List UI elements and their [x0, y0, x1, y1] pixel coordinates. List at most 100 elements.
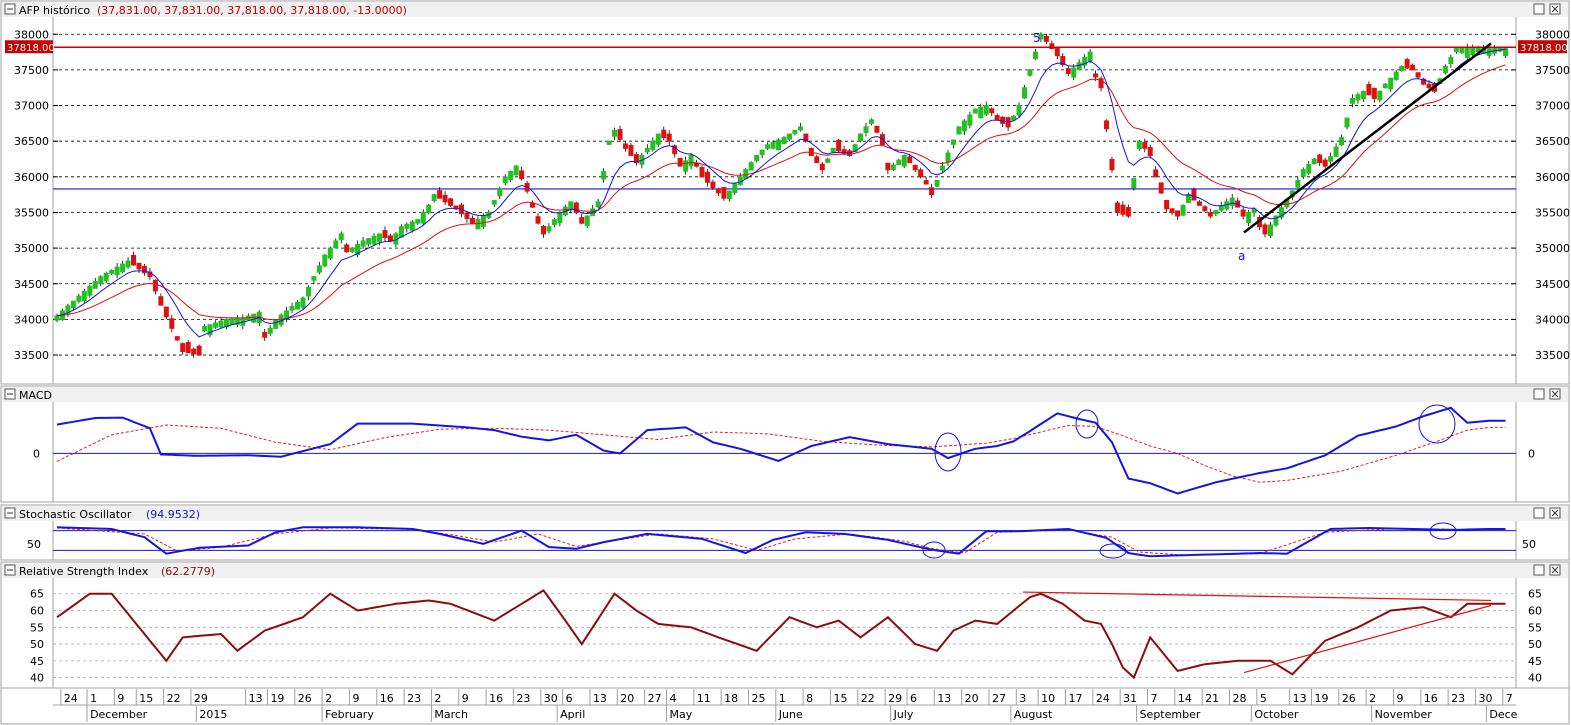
candle-up: [1393, 71, 1399, 81]
wave-label-5: 5: [1033, 31, 1041, 45]
restore-icon[interactable]: [1533, 388, 1545, 400]
y-tick-label-right: 36500: [1535, 135, 1570, 148]
candle-down: [1404, 59, 1410, 69]
stoch-tick-right: 50: [1522, 538, 1536, 551]
candle-up: [748, 162, 754, 171]
candle-down: [803, 133, 809, 142]
candle-down: [262, 331, 268, 338]
candle-down: [1207, 212, 1213, 217]
last-price-badge-right: [1518, 40, 1567, 54]
rsi-tick-right: 40: [1528, 672, 1542, 685]
candle-up: [606, 140, 612, 145]
candle-up: [289, 306, 295, 311]
candle-down: [1410, 64, 1416, 71]
y-tick-label-left: 35000: [14, 242, 49, 255]
candle-down: [1054, 46, 1060, 57]
x-month-label: June: [778, 708, 803, 721]
candle-up: [229, 318, 235, 326]
stoch-k-line: [56, 526, 1506, 558]
candle-down: [923, 180, 929, 185]
candle-up: [120, 263, 126, 273]
candle-down: [469, 217, 475, 224]
candle-up: [890, 164, 896, 171]
candle-down: [666, 133, 672, 142]
candle-up: [950, 139, 956, 145]
candle-up: [792, 129, 798, 134]
x-day-label: 2: [434, 692, 441, 705]
x-month-label: May: [669, 708, 692, 721]
y-tick-label-left: 37500: [14, 64, 49, 77]
candle-up: [688, 154, 694, 166]
candle-down: [191, 348, 197, 355]
candle-down: [1109, 159, 1115, 171]
candle-up: [366, 238, 372, 245]
candle-up: [415, 219, 421, 224]
candle-down: [442, 194, 448, 203]
candle-up: [1027, 69, 1033, 76]
candle-up: [349, 247, 355, 253]
restore-icon[interactable]: [1533, 3, 1545, 15]
y-tick-label-right: 38000: [1535, 28, 1570, 41]
macd-signal-line: [56, 424, 1506, 483]
last-price-badge-left: [5, 40, 53, 54]
restore-icon[interactable]: [1533, 507, 1545, 519]
candle-down: [617, 129, 623, 140]
candle-up: [584, 215, 590, 226]
x-day-label: 16: [489, 692, 503, 705]
highlight-circle: [1418, 404, 1456, 444]
x-day-label: 8: [806, 692, 813, 705]
candle-down: [1196, 201, 1202, 206]
x-day-label: 27: [992, 692, 1006, 705]
candle-up: [896, 159, 902, 165]
candle-up: [1306, 163, 1312, 174]
macd-panel-header: MACD: [4, 388, 1561, 402]
candle-down: [1098, 78, 1104, 89]
candle-down: [535, 216, 541, 224]
x-month-label: October: [1254, 708, 1298, 721]
x-month-label: February: [325, 708, 374, 721]
candle-down: [530, 202, 536, 208]
candle-down: [1426, 83, 1432, 89]
x-day-label: 9: [352, 692, 359, 705]
x-day-label: 22: [861, 692, 875, 705]
y-tick-label-right: 36000: [1535, 171, 1570, 184]
candle-up: [901, 154, 907, 167]
candle-down: [885, 162, 891, 171]
y-tick-label-left: 34500: [14, 278, 49, 291]
y-tick-label-left: 34000: [14, 313, 49, 326]
candle-up: [978, 106, 984, 119]
candle-up: [945, 152, 951, 163]
highlight-circle: [1429, 522, 1457, 540]
restore-icon[interactable]: [1533, 564, 1545, 576]
candle-down: [1104, 120, 1110, 130]
x-day-label: 29: [888, 692, 902, 705]
candle-up: [1076, 62, 1082, 71]
candle-up: [1185, 194, 1191, 203]
candle-up: [797, 126, 803, 131]
x-day-label: 21: [1205, 692, 1219, 705]
x-day-label: 9: [462, 692, 469, 705]
candle-down: [180, 343, 186, 352]
candle-up: [475, 219, 481, 230]
x-day-label: 2: [1369, 692, 1376, 705]
candle-up: [497, 188, 503, 197]
candle-down: [814, 156, 820, 164]
x-day-label: 23: [1451, 692, 1465, 705]
candle-down: [994, 115, 1000, 121]
x-day-label: 28: [1232, 692, 1246, 705]
candle-down: [448, 198, 454, 206]
candle-up: [98, 276, 104, 285]
candle-down: [661, 129, 667, 139]
candle-up: [940, 165, 946, 171]
candle-down: [1093, 73, 1099, 78]
y-tick-label-left: 36000: [14, 171, 49, 184]
candle-up: [1503, 46, 1509, 57]
candle-up: [1273, 215, 1279, 226]
candle-down: [1114, 202, 1120, 213]
candle-up: [644, 147, 650, 153]
candle-down: [1202, 206, 1208, 212]
candle-down: [387, 235, 393, 242]
x-day-label: 4: [669, 692, 676, 705]
rsi-trend-line: [1022, 591, 1492, 602]
x-day-label: 13: [249, 692, 263, 705]
